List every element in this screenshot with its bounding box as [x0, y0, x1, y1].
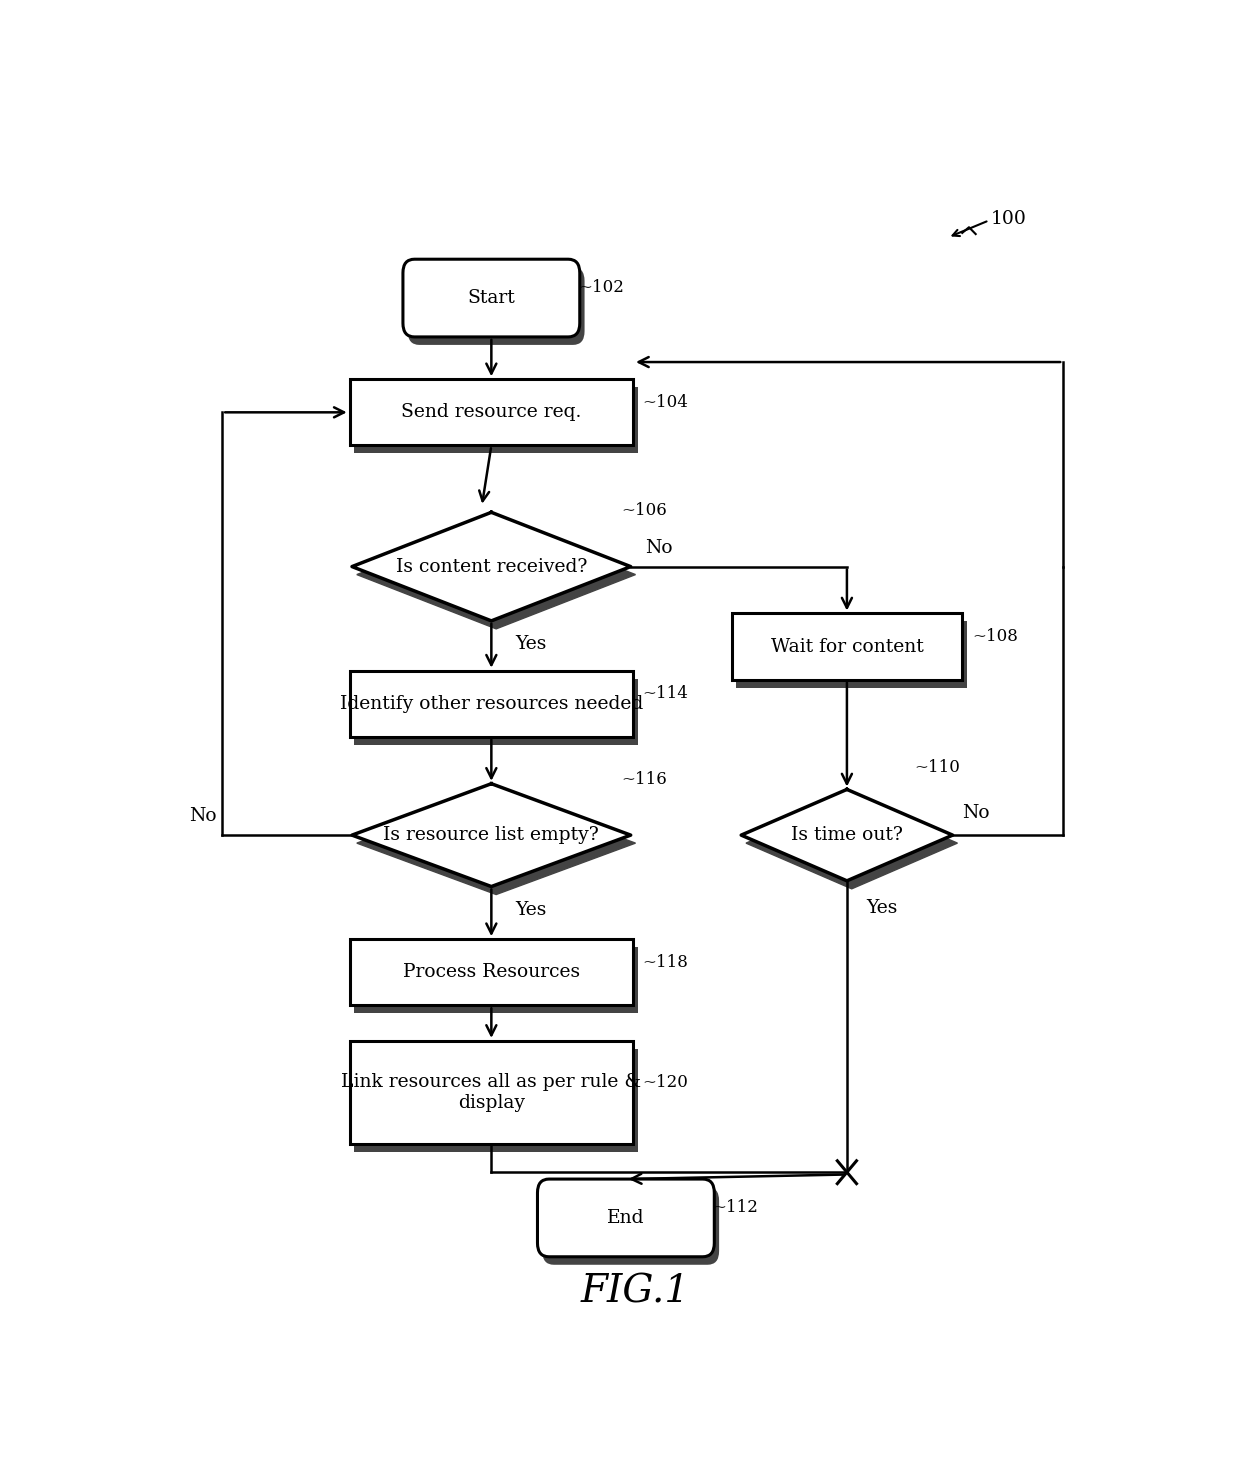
Text: Yes: Yes [866, 899, 898, 917]
Polygon shape [352, 512, 631, 620]
Text: No: No [188, 807, 216, 825]
Text: Wait for content: Wait for content [770, 638, 924, 656]
Text: Process Resources: Process Resources [403, 963, 580, 981]
Text: ~110: ~110 [914, 760, 960, 776]
Text: Yes: Yes [516, 901, 547, 919]
Polygon shape [352, 784, 631, 886]
FancyBboxPatch shape [355, 387, 637, 454]
Text: ~112: ~112 [712, 1199, 758, 1217]
Text: ~120: ~120 [642, 1073, 688, 1091]
Text: Start: Start [467, 289, 516, 307]
FancyBboxPatch shape [350, 671, 634, 738]
Text: Send resource req.: Send resource req. [402, 404, 582, 421]
Text: FIG.1: FIG.1 [580, 1273, 691, 1310]
FancyBboxPatch shape [408, 267, 584, 344]
Text: ~116: ~116 [621, 770, 667, 788]
FancyBboxPatch shape [355, 678, 637, 745]
Text: ~108: ~108 [972, 628, 1018, 646]
Text: ~118: ~118 [642, 954, 688, 971]
Text: Is content received?: Is content received? [396, 558, 587, 576]
FancyBboxPatch shape [355, 1049, 637, 1152]
FancyBboxPatch shape [732, 613, 962, 680]
Text: Is time out?: Is time out? [791, 827, 903, 844]
Text: No: No [962, 804, 990, 822]
Polygon shape [746, 797, 957, 889]
Text: ~106: ~106 [621, 502, 667, 519]
FancyBboxPatch shape [537, 1180, 714, 1257]
FancyBboxPatch shape [403, 260, 580, 337]
Text: Identify other resources needed: Identify other resources needed [340, 695, 644, 712]
Text: 100: 100 [991, 209, 1027, 227]
FancyBboxPatch shape [350, 380, 634, 445]
Text: No: No [645, 539, 673, 556]
Text: ~104: ~104 [642, 393, 688, 411]
Text: ~114: ~114 [642, 686, 688, 702]
Polygon shape [742, 789, 952, 881]
Text: ~102: ~102 [578, 279, 624, 297]
Text: Is resource list empty?: Is resource list empty? [383, 827, 599, 844]
Polygon shape [357, 521, 635, 629]
FancyBboxPatch shape [350, 1040, 634, 1144]
Text: End: End [608, 1209, 645, 1227]
FancyBboxPatch shape [542, 1187, 719, 1264]
Text: Link resources all as per rule &
display: Link resources all as per rule & display [341, 1073, 641, 1112]
FancyBboxPatch shape [355, 947, 637, 1014]
FancyBboxPatch shape [737, 622, 967, 687]
Text: Yes: Yes [516, 635, 547, 653]
Polygon shape [357, 791, 635, 895]
FancyBboxPatch shape [350, 939, 634, 1005]
